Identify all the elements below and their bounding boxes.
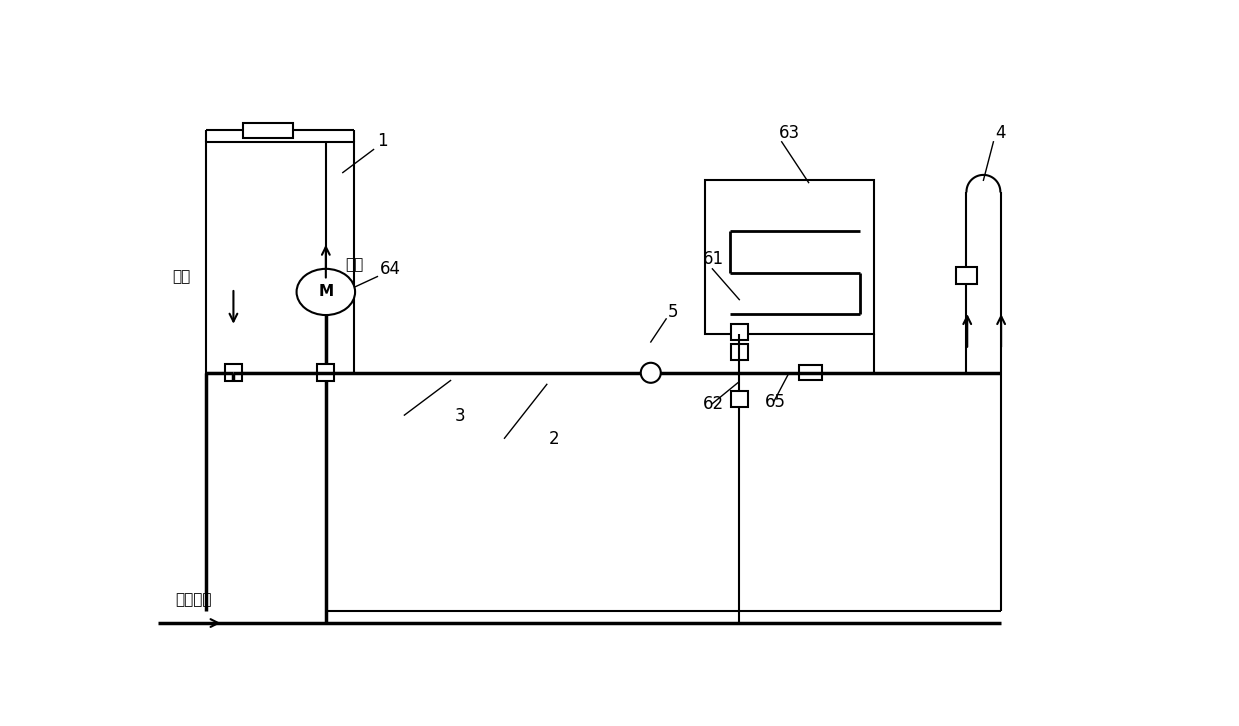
Bar — [705, 180, 873, 334]
Bar — [243, 123, 292, 138]
Text: 冷水进口: 冷水进口 — [175, 592, 212, 608]
Text: 1: 1 — [378, 131, 388, 150]
Text: 62: 62 — [703, 395, 725, 413]
Circle shape — [641, 363, 660, 383]
Text: 63: 63 — [779, 124, 800, 142]
Bar — [731, 391, 748, 407]
Text: 64: 64 — [379, 260, 400, 278]
Bar — [206, 142, 354, 372]
Text: 冷水: 冷水 — [346, 258, 363, 272]
Text: M: M — [318, 285, 333, 299]
Bar — [955, 267, 978, 285]
Text: 5: 5 — [668, 303, 678, 321]
Text: 3: 3 — [455, 407, 465, 425]
Text: 4: 4 — [996, 124, 1006, 142]
Bar — [731, 324, 748, 340]
Text: 61: 61 — [703, 250, 725, 268]
Bar — [225, 364, 242, 381]
Text: 热水: 热水 — [172, 269, 191, 284]
Bar — [799, 365, 823, 380]
Text: 65: 65 — [764, 393, 786, 412]
Bar — [317, 364, 335, 381]
Text: 2: 2 — [549, 430, 560, 448]
Bar — [731, 343, 748, 361]
Ellipse shape — [296, 269, 356, 315]
